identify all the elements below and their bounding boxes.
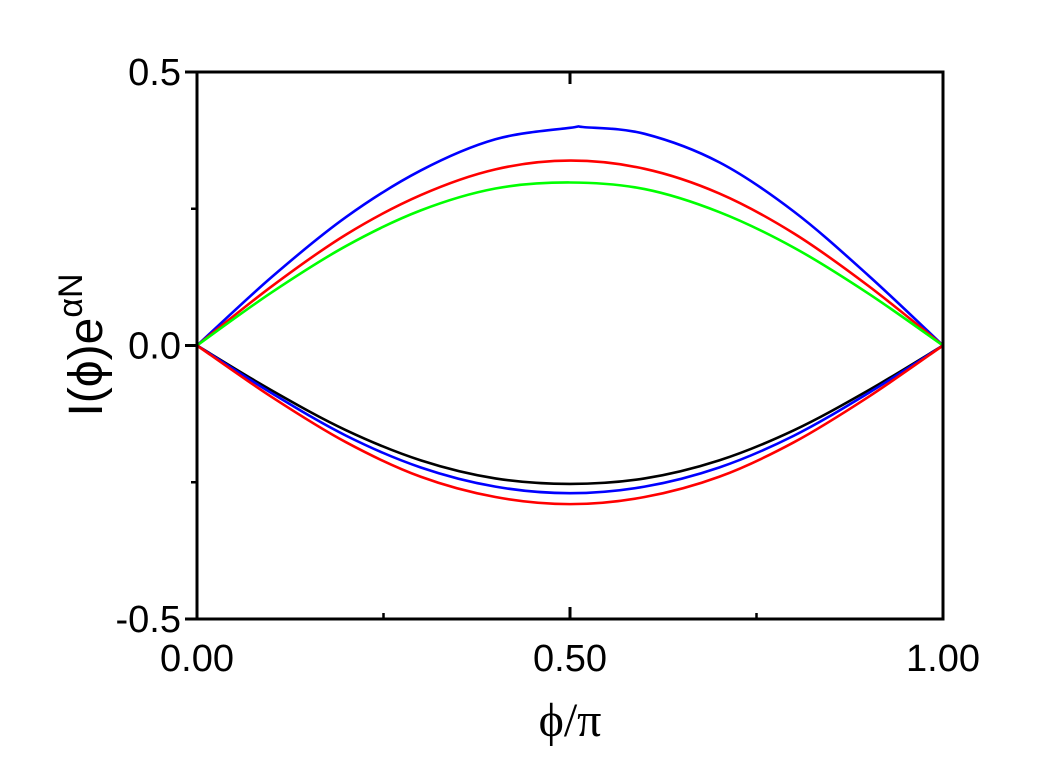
series-line-5 (196, 344, 944, 495)
series-line-2 (196, 159, 944, 347)
svg-text:I(ϕ)eαN: I(ϕ)eαN (52, 273, 113, 416)
series-line-1 (196, 125, 944, 347)
series-layer (196, 125, 944, 506)
series-line-4 (196, 344, 944, 486)
x-tick-label: 1.00 (906, 638, 980, 680)
ticks-layer (185, 70, 945, 621)
y-axis-title: I(ϕ)eαN (52, 273, 113, 416)
y-tick-label: 0.0 (128, 326, 181, 368)
series-line-6 (196, 344, 944, 506)
y-tick-label: -0.5 (116, 599, 181, 641)
plot-frame (195, 70, 945, 621)
y-axis-title-superscript: αN (52, 273, 90, 317)
x-axis-title: ϕ/π (539, 694, 602, 747)
tick-labels: 0.00 0.50 1.00 0.5 0.0 -0.5 (116, 52, 980, 680)
y-tick-label: 0.5 (128, 52, 181, 94)
series-line-3 (196, 181, 944, 347)
x-tick-label: 0.00 (160, 638, 234, 680)
y-axis-title-base: I(ϕ)e (60, 318, 113, 417)
x-tick-label: 0.50 (533, 638, 607, 680)
